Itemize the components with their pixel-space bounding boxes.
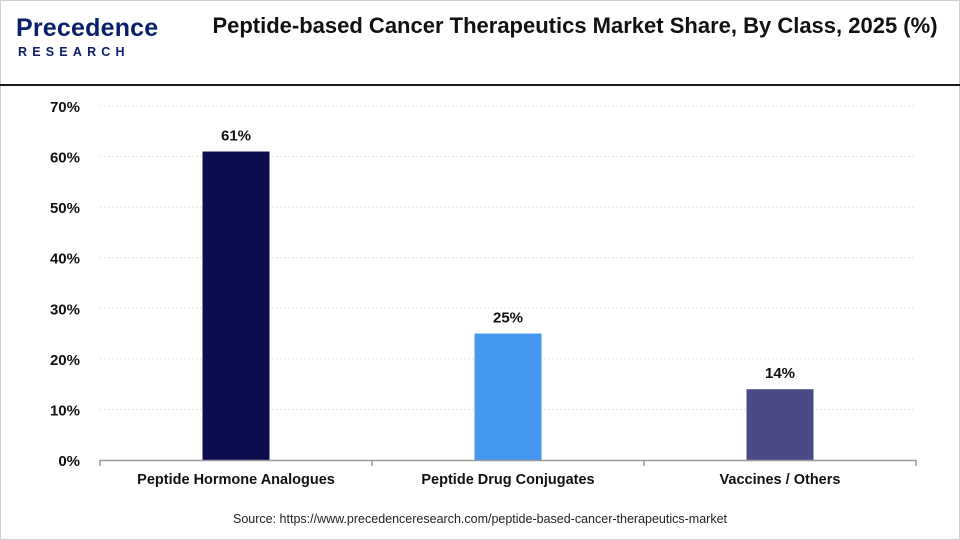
y-tick-label: 10% [50, 402, 80, 419]
bar [474, 333, 542, 460]
y-tick-label: 70% [50, 99, 80, 116]
y-tick-label: 30% [50, 301, 80, 318]
bar [202, 151, 270, 460]
y-axis-ticks: 0% 10% 20% 30% 40% 50% 60% 70% [50, 99, 80, 470]
logo-word: Precedence [16, 14, 159, 42]
x-tick-label: Vaccines / Others [720, 472, 841, 488]
data-label: 61% [221, 128, 251, 145]
y-tick-label: 40% [50, 251, 80, 268]
header-divider [0, 84, 960, 86]
x-axis-ticks: Peptide Hormone Analogues Peptide Drug Co… [137, 472, 840, 488]
data-label: 25% [493, 310, 523, 327]
x-axis [99, 459, 917, 466]
header: Precedence RESEARCH Peptide-based Cancer… [0, 0, 960, 84]
x-tick-label: Peptide Drug Conjugates [421, 472, 594, 488]
y-tick-label: 50% [50, 200, 80, 217]
bar-chart: 0% 10% 20% 30% 40% 50% 60% 70% 61% 25% 14% Peptid… [50, 99, 917, 488]
source-note: Source: https://www.precedenceresearch.c… [233, 512, 727, 526]
precedence-research-logo: Precedence RESEARCH [16, 14, 166, 64]
y-tick-label: 0% [58, 453, 80, 470]
bars [202, 151, 814, 460]
y-tick-label: 20% [50, 352, 80, 369]
chart-title: Peptide-based Cancer Therapeutics Market… [212, 13, 938, 38]
bar [746, 389, 814, 460]
data-labels: 61% 25% 14% [221, 128, 795, 383]
y-tick-label: 60% [50, 150, 80, 167]
x-tick-label: Peptide Hormone Analogues [137, 472, 335, 488]
data-label: 14% [765, 365, 795, 382]
logo-subtitle: RESEARCH [18, 45, 130, 59]
